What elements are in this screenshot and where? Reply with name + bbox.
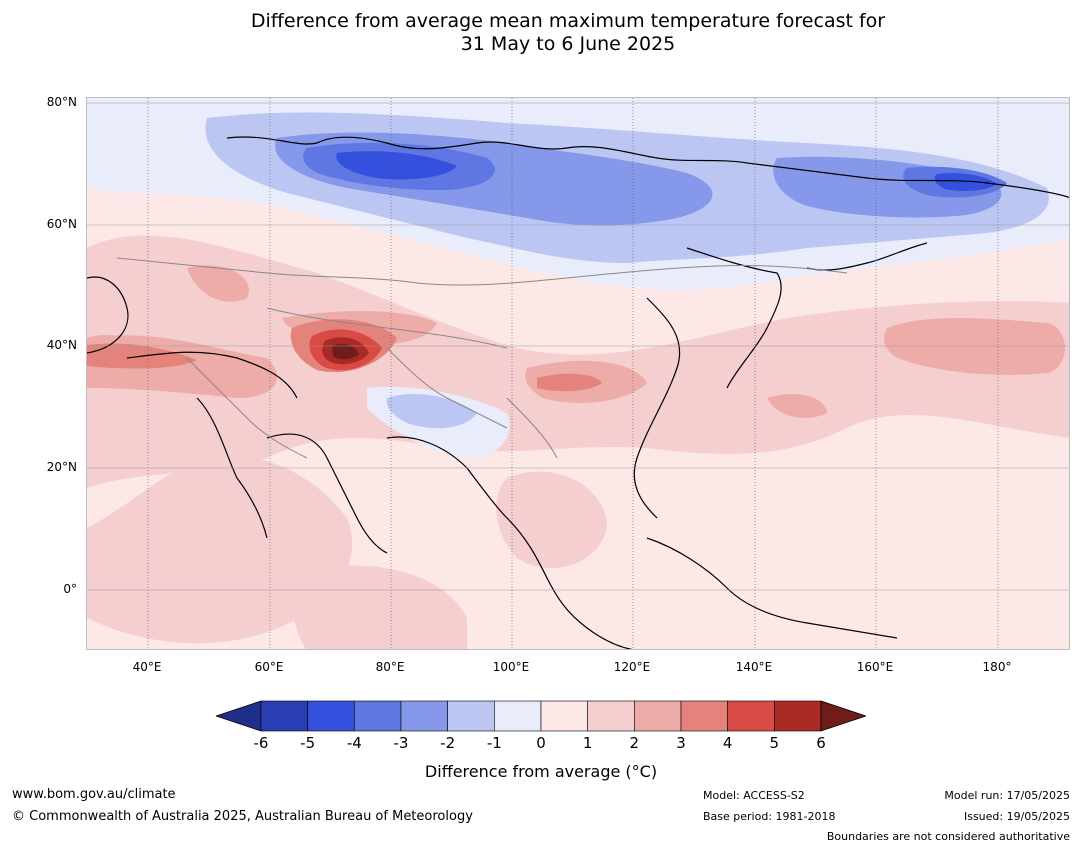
colorbar-bin xyxy=(540,700,588,732)
colorbar-tick-label: -1 xyxy=(486,734,502,752)
lon-label-60e: 60°E xyxy=(254,660,284,674)
footer-issued: Issued: 19/05/2025 xyxy=(963,810,1070,823)
colorbar-legend xyxy=(216,700,866,732)
anomaly-minus-5-minus-4-zones xyxy=(336,151,997,192)
lon-label-100e: 100°E xyxy=(492,660,530,674)
forecast-map xyxy=(86,97,1070,650)
colorbar-tick-label: 1 xyxy=(582,734,593,752)
colorbar-bin xyxy=(307,700,355,732)
colorbar-extend-high xyxy=(820,700,866,732)
colorbar-bin xyxy=(447,700,495,732)
lat-label-20n: 20°N xyxy=(46,460,77,474)
lat-label-80n: 80°N xyxy=(46,95,77,109)
colorbar-tick-label: -5 xyxy=(300,734,316,752)
map-canvas xyxy=(87,98,1069,649)
colorbar-bin xyxy=(680,700,728,732)
footer-disclaimer: Boundaries are not considered authoritat… xyxy=(826,830,1070,843)
colorbar-tick-label: 2 xyxy=(629,734,640,752)
footer-model-run: Model run: 17/05/2025 xyxy=(944,789,1070,802)
lat-label-60n: 60°N xyxy=(46,217,77,231)
colorbar-tick-label: -2 xyxy=(440,734,456,752)
colorbar-tick-label: 3 xyxy=(676,734,686,752)
anomaly-above-6-zone xyxy=(332,343,359,360)
lon-label-140e: 140°E xyxy=(735,660,773,674)
colorbar-bin xyxy=(260,700,308,732)
country-borders xyxy=(116,257,848,459)
lon-label-180: 180° xyxy=(982,660,1012,674)
colorbar-tick-label: -3 xyxy=(393,734,409,752)
colorbar-bin xyxy=(727,700,775,732)
footer-model: Model: ACCESS-S2 xyxy=(703,789,805,802)
colorbar-label: Difference from average (°C) xyxy=(424,762,658,781)
lon-label-80e: 80°E xyxy=(375,660,405,674)
meridian-gridlines xyxy=(147,98,999,649)
colorbar-bin xyxy=(774,700,822,732)
title-line-2: 31 May to 6 June 2025 xyxy=(460,33,676,55)
colorbar-extend-low xyxy=(216,700,262,732)
colorbar-tick-label: 4 xyxy=(722,734,733,752)
colorbar-tick-label: -4 xyxy=(346,734,362,752)
colorbar-tick-label: 6 xyxy=(816,734,826,752)
lat-label-40n: 40°N xyxy=(46,338,77,352)
colorbar-bin xyxy=(587,700,635,732)
footer-copyright: © Commonwealth of Australia 2025, Austra… xyxy=(12,809,473,824)
lon-label-160e: 160°E xyxy=(856,660,894,674)
colorbar-tick-label: 5 xyxy=(769,734,780,752)
footer-base-period: Base period: 1981-2018 xyxy=(703,810,836,823)
colorbar-bin xyxy=(400,700,448,732)
lon-label-40e: 40°E xyxy=(132,660,162,674)
colorbar-bin xyxy=(354,700,402,732)
colorbar-tick-label: -6 xyxy=(253,734,269,752)
lat-label-0: 0° xyxy=(63,582,77,596)
parallel-gridlines xyxy=(87,102,1069,591)
colorbar-tick-label: 0 xyxy=(536,734,546,752)
lon-label-120e: 120°E xyxy=(613,660,651,674)
footer-site: www.bom.gov.au/climate xyxy=(12,787,176,802)
colorbar-bin xyxy=(634,700,682,732)
colorbar-bin xyxy=(494,700,542,732)
coastlines xyxy=(87,136,1069,649)
title-line-1: Difference from average mean maximum tem… xyxy=(250,10,886,32)
map-title: Difference from average mean maximum tem… xyxy=(0,10,1081,56)
